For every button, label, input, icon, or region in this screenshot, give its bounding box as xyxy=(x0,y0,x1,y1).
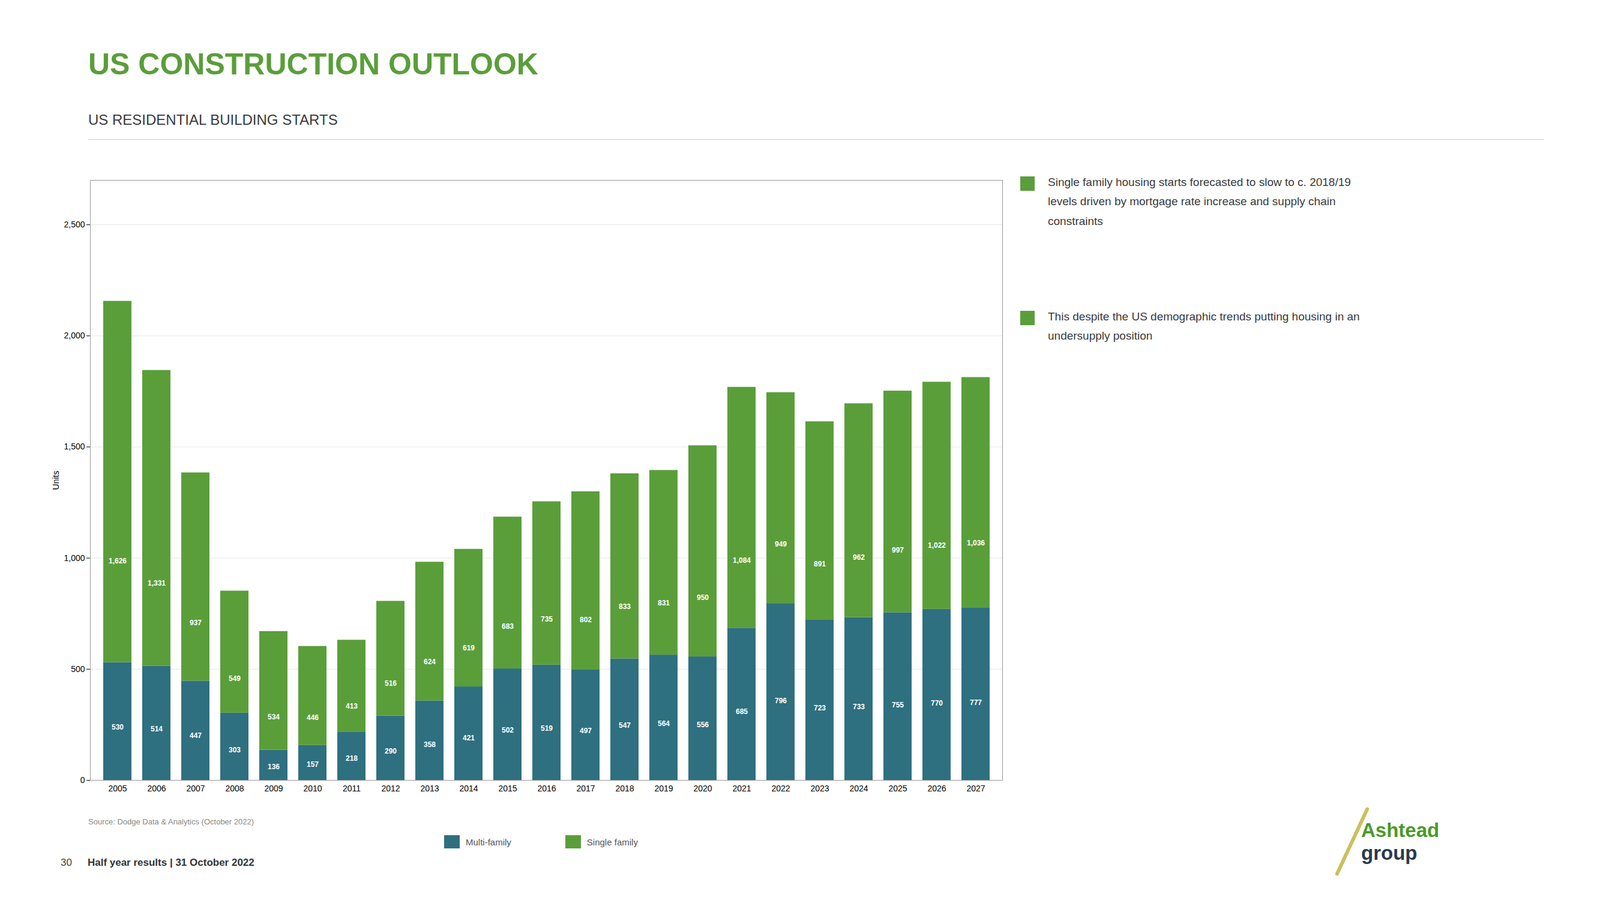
svg-text:2012: 2012 xyxy=(381,783,400,794)
svg-text:2027: 2027 xyxy=(966,783,985,794)
svg-text:950: 950 xyxy=(696,593,709,602)
svg-text:303: 303 xyxy=(228,745,241,755)
svg-text:218: 218 xyxy=(345,754,358,763)
html-text:Multi-family: Multi-family xyxy=(465,836,512,848)
html-text:30: 30 xyxy=(60,857,72,869)
svg-text:777: 777 xyxy=(969,698,982,707)
svg-text:534: 534 xyxy=(267,712,280,722)
svg-text:2024: 2024 xyxy=(849,783,868,794)
svg-text:564: 564 xyxy=(657,719,670,728)
svg-text:157: 157 xyxy=(306,760,319,769)
svg-text:831: 831 xyxy=(657,598,670,608)
html-text:This despite the US demographi: This despite the US demographic trends p… xyxy=(1047,310,1360,343)
svg-text:723: 723 xyxy=(813,703,826,713)
svg-text:1,626: 1,626 xyxy=(108,556,127,566)
svg-text:624: 624 xyxy=(423,657,436,667)
svg-text:Units: Units xyxy=(51,471,61,491)
svg-text:2010: 2010 xyxy=(303,783,322,794)
svg-text:556: 556 xyxy=(696,720,709,730)
svg-text:2018: 2018 xyxy=(615,783,634,794)
svg-text:2020: 2020 xyxy=(693,783,712,794)
html-text:US RESIDENTIAL BUILDING STARTS: US RESIDENTIAL BUILDING STARTS xyxy=(88,111,338,128)
svg-text:2009: 2009 xyxy=(264,783,283,794)
svg-text:530: 530 xyxy=(111,723,124,732)
svg-text:2013: 2013 xyxy=(420,783,439,794)
svg-text:802: 802 xyxy=(579,615,592,625)
svg-text:1,331: 1,331 xyxy=(147,579,166,588)
html-text:Half year results | 31 October: Half year results | 31 October 2022 xyxy=(87,857,255,869)
svg-text:2025: 2025 xyxy=(888,783,907,794)
html-text:Source: Dodge Data & Analytics: Source: Dodge Data & Analytics (October … xyxy=(88,817,254,827)
svg-text:2011: 2011 xyxy=(342,783,361,794)
svg-text:547: 547 xyxy=(618,721,631,730)
svg-text:735: 735 xyxy=(540,615,553,624)
svg-text:446: 446 xyxy=(306,713,319,722)
svg-text:1,000: 1,000 xyxy=(63,553,85,563)
svg-text:2015: 2015 xyxy=(498,783,517,794)
svg-text:685: 685 xyxy=(735,707,748,716)
html-text:Single family: Single family xyxy=(586,836,638,848)
svg-text:0: 0 xyxy=(80,775,86,785)
svg-text:413: 413 xyxy=(345,702,358,711)
svg-text:519: 519 xyxy=(540,724,553,733)
svg-text:502: 502 xyxy=(501,726,514,735)
svg-text:949: 949 xyxy=(774,540,787,549)
svg-text:962: 962 xyxy=(852,553,865,562)
svg-text:1,022: 1,022 xyxy=(927,541,946,550)
svg-text:755: 755 xyxy=(891,700,904,710)
svg-text:549: 549 xyxy=(228,674,241,683)
svg-text:796: 796 xyxy=(774,696,787,706)
svg-text:2008: 2008 xyxy=(225,783,244,794)
svg-text:1,500: 1,500 xyxy=(63,441,85,452)
svg-text:619: 619 xyxy=(462,643,475,653)
svg-text:2021: 2021 xyxy=(732,783,751,794)
svg-text:2026: 2026 xyxy=(927,783,946,794)
html-text:Single family housing starts f: Single family housing starts forecasted … xyxy=(1047,175,1351,228)
svg-text:2014: 2014 xyxy=(459,783,478,794)
svg-text:997: 997 xyxy=(891,546,904,555)
svg-text:683: 683 xyxy=(501,622,514,631)
html-text:group: group xyxy=(1361,841,1418,864)
svg-text:1,036: 1,036 xyxy=(966,538,985,548)
svg-text:290: 290 xyxy=(384,747,397,756)
svg-text:770: 770 xyxy=(930,699,943,708)
svg-text:497: 497 xyxy=(579,726,592,736)
svg-text:447: 447 xyxy=(189,731,202,740)
svg-text:136: 136 xyxy=(267,762,280,772)
svg-text:2007: 2007 xyxy=(186,783,205,794)
html-text:Ashtead: Ashtead xyxy=(1361,818,1440,842)
svg-text:2006: 2006 xyxy=(147,783,166,794)
svg-text:2005: 2005 xyxy=(108,783,127,794)
svg-text:733: 733 xyxy=(852,702,865,712)
svg-text:2016: 2016 xyxy=(537,783,556,794)
svg-text:421: 421 xyxy=(462,733,475,743)
svg-text:514: 514 xyxy=(150,724,163,734)
svg-text:1,084: 1,084 xyxy=(732,556,751,565)
svg-text:833: 833 xyxy=(618,602,631,611)
svg-text:358: 358 xyxy=(423,740,436,749)
svg-text:500: 500 xyxy=(70,664,86,674)
svg-text:891: 891 xyxy=(813,559,826,569)
svg-text:2017: 2017 xyxy=(576,783,595,794)
html-text:US CONSTRUCTION OUTLOOK: US CONSTRUCTION OUTLOOK xyxy=(88,47,539,82)
svg-text:2019: 2019 xyxy=(654,783,673,794)
svg-text:2,000: 2,000 xyxy=(63,330,85,341)
svg-text:2022: 2022 xyxy=(771,783,790,794)
svg-text:516: 516 xyxy=(384,679,397,688)
svg-text:2,500: 2,500 xyxy=(63,219,85,230)
svg-text:937: 937 xyxy=(189,618,202,628)
svg-text:2023: 2023 xyxy=(810,783,829,794)
